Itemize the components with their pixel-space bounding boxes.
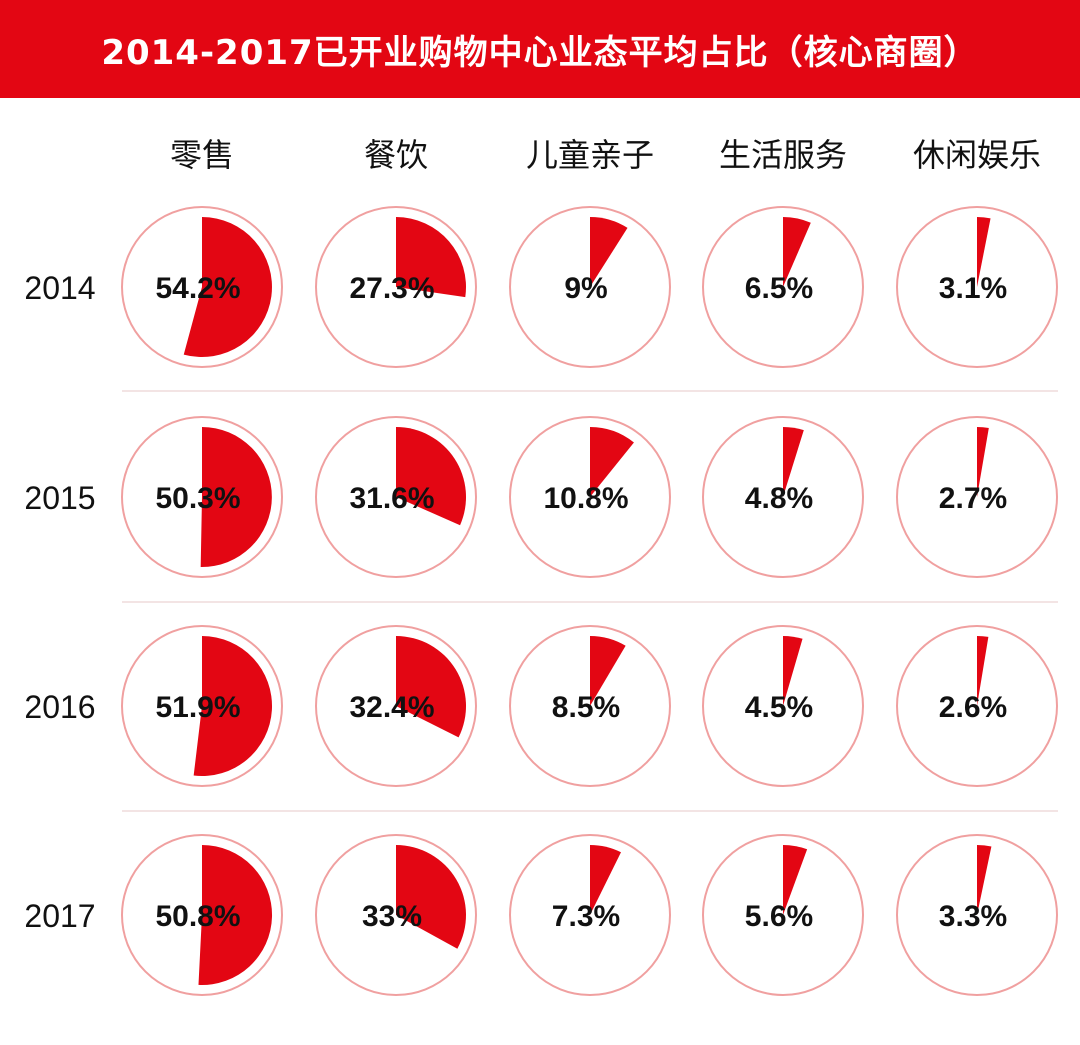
pie-slice-2014-4 (977, 217, 991, 287)
percent-label-2015-4: 2.7% (939, 482, 1007, 515)
pie-slice-2014-1 (396, 217, 466, 298)
percent-label-2016-4: 2.6% (939, 691, 1007, 724)
pie-slice-2015-2 (590, 427, 634, 497)
pie-slice-2015-1 (396, 427, 467, 526)
percent-label-2015-0: 50.3% (155, 482, 240, 515)
percent-label-2014-1: 27.3% (349, 272, 434, 305)
pie-slice-2017-1 (396, 845, 466, 949)
pie-slice-2014-0 (183, 217, 272, 357)
percent-label-2017-1: 33% (362, 900, 422, 933)
percent-label-2014-4: 3.1% (939, 272, 1007, 305)
percent-label-2017-0: 50.8% (155, 900, 240, 933)
pie-slice-2015-0 (200, 427, 272, 567)
percent-label-2016-3: 4.5% (745, 691, 813, 724)
category-label-3: 生活服务 (719, 136, 847, 174)
year-label-2016: 2016 (24, 689, 95, 725)
pie-slice-2014-3 (783, 217, 811, 287)
percent-label-2014-0: 54.2% (155, 272, 240, 305)
percent-label-2015-3: 4.8% (745, 482, 813, 515)
pie-slice-2015-3 (783, 427, 804, 497)
chart-title: 2014-2017已开业购物中心业态平均占比（核心商圈） (101, 32, 979, 73)
pie-slice-2017-2 (590, 845, 621, 915)
pie-slice-2016-4 (977, 636, 989, 706)
pie-slice-2016-2 (590, 636, 626, 706)
pie-slice-2017-4 (977, 845, 992, 915)
pie-slice-2016-0 (193, 636, 273, 776)
pie-slice-2016-3 (783, 636, 803, 706)
percent-label-2017-4: 3.3% (939, 900, 1007, 933)
percent-label-2015-1: 31.6% (349, 482, 434, 515)
year-label-2014: 2014 (24, 270, 95, 306)
percent-label-2016-0: 51.9% (155, 691, 240, 724)
percent-label-2017-3: 5.6% (745, 900, 813, 933)
pie-slice-2014-2 (590, 217, 628, 287)
percent-label-2016-1: 32.4% (349, 691, 434, 724)
title-banner: 2014-2017已开业购物中心业态平均占比（核心商圈） (0, 0, 1080, 98)
pie-slice-2017-3 (783, 845, 808, 915)
pie-slice-2016-1 (396, 636, 467, 738)
pie-slice-2015-4 (977, 427, 989, 497)
year-label-2017: 2017 (24, 898, 95, 934)
category-label-4: 休闲娱乐 (913, 136, 1041, 174)
pie-slice-2017-0 (198, 845, 273, 985)
percent-label-2017-2: 7.3% (552, 900, 620, 933)
category-label-2: 儿童亲子 (526, 136, 654, 174)
percent-label-2015-2: 10.8% (543, 482, 628, 515)
category-label-1: 餐饮 (364, 136, 428, 174)
category-label-0: 零售 (170, 136, 234, 174)
year-label-2015: 2015 (24, 480, 95, 516)
percent-label-2016-2: 8.5% (552, 691, 620, 724)
percent-label-2014-2: 9% (564, 272, 607, 305)
percent-label-2014-3: 6.5% (745, 272, 813, 305)
